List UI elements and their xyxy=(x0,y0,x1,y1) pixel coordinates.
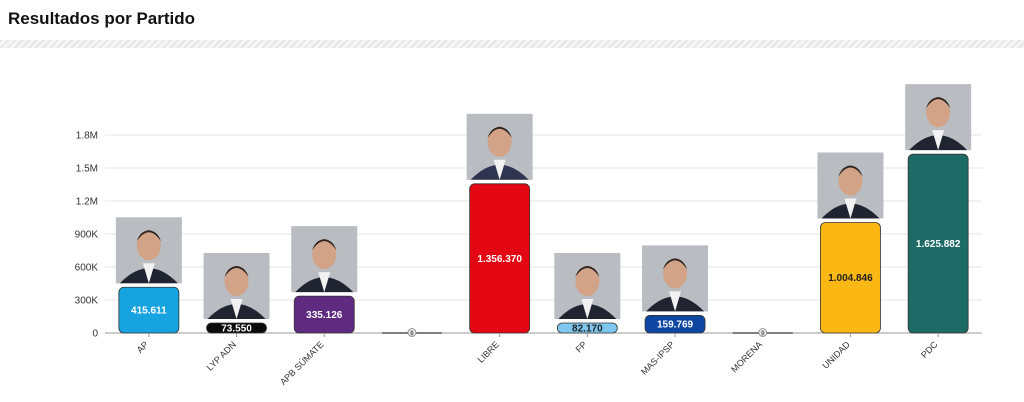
x-tick-label: LIBRE xyxy=(476,339,501,364)
data-label: 73.550 xyxy=(221,324,252,335)
data-label: 1.004.846 xyxy=(828,273,873,284)
x-tick-label: FP xyxy=(574,339,589,354)
y-tick-label: 300K xyxy=(75,296,99,307)
candidate-photo xyxy=(817,152,884,219)
y-tick-label: 1.8M xyxy=(76,131,98,142)
y-tick-label: 0 xyxy=(92,329,98,340)
y-tick-label: 1.5M xyxy=(76,164,98,175)
x-tick-label: AP xyxy=(135,339,151,355)
x-tick-label: PDC xyxy=(919,339,940,360)
candidate-photo xyxy=(554,253,621,319)
bar-chart: 0 300K 600K 900K 1.2M 1.5M 1.8M 415.611 AP 73.550… xyxy=(75,84,982,387)
header-divider xyxy=(0,40,1024,48)
page-title: Resultados por Partido xyxy=(8,9,196,28)
data-label: 415.611 xyxy=(131,306,167,317)
candidate-photo xyxy=(291,226,358,293)
data-label: 335.126 xyxy=(306,310,343,321)
candidate-photo xyxy=(642,245,709,312)
candidate-photo xyxy=(466,113,533,180)
x-tick-label: MORENA xyxy=(729,339,764,374)
candidate-photo xyxy=(203,253,270,319)
x-tick-label: UNIDAD xyxy=(820,339,852,371)
data-label: 82.170 xyxy=(572,324,603,335)
y-tick-label: 600K xyxy=(75,263,99,274)
page-header: Resultados por Partido xyxy=(0,0,1024,42)
candidate-photo xyxy=(115,217,182,284)
data-label: 159.769 xyxy=(657,320,694,331)
candidate-photo xyxy=(905,84,972,151)
y-tick-label: 1.2M xyxy=(76,197,98,208)
y-tick-label: 900K xyxy=(75,230,99,241)
x-tick-label: MAS-IPSP xyxy=(639,339,676,376)
x-tick-label: LYP ADN xyxy=(205,339,238,372)
x-tick-label: APB SÚMATE xyxy=(278,339,326,387)
data-label: 1.625.882 xyxy=(916,239,961,250)
data-label: 1.356.370 xyxy=(477,254,522,265)
